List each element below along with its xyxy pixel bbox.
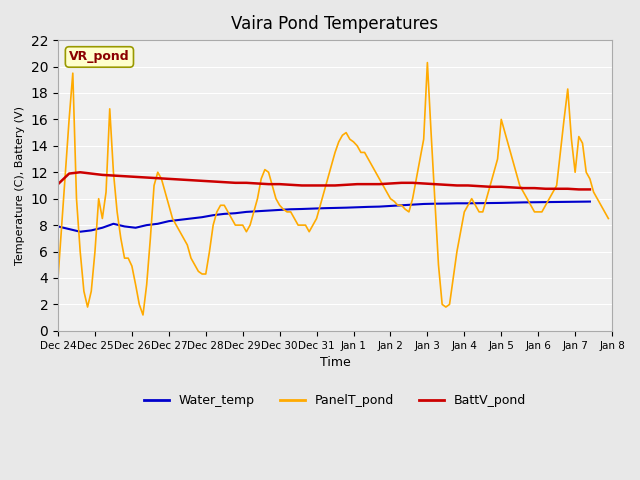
Text: VR_pond: VR_pond: [69, 50, 130, 63]
Title: Vaira Pond Temperatures: Vaira Pond Temperatures: [232, 15, 438, 33]
Legend: Water_temp, PanelT_pond, BattV_pond: Water_temp, PanelT_pond, BattV_pond: [139, 389, 531, 412]
Y-axis label: Temperature (C), Battery (V): Temperature (C), Battery (V): [15, 106, 25, 265]
X-axis label: Time: Time: [319, 356, 351, 369]
